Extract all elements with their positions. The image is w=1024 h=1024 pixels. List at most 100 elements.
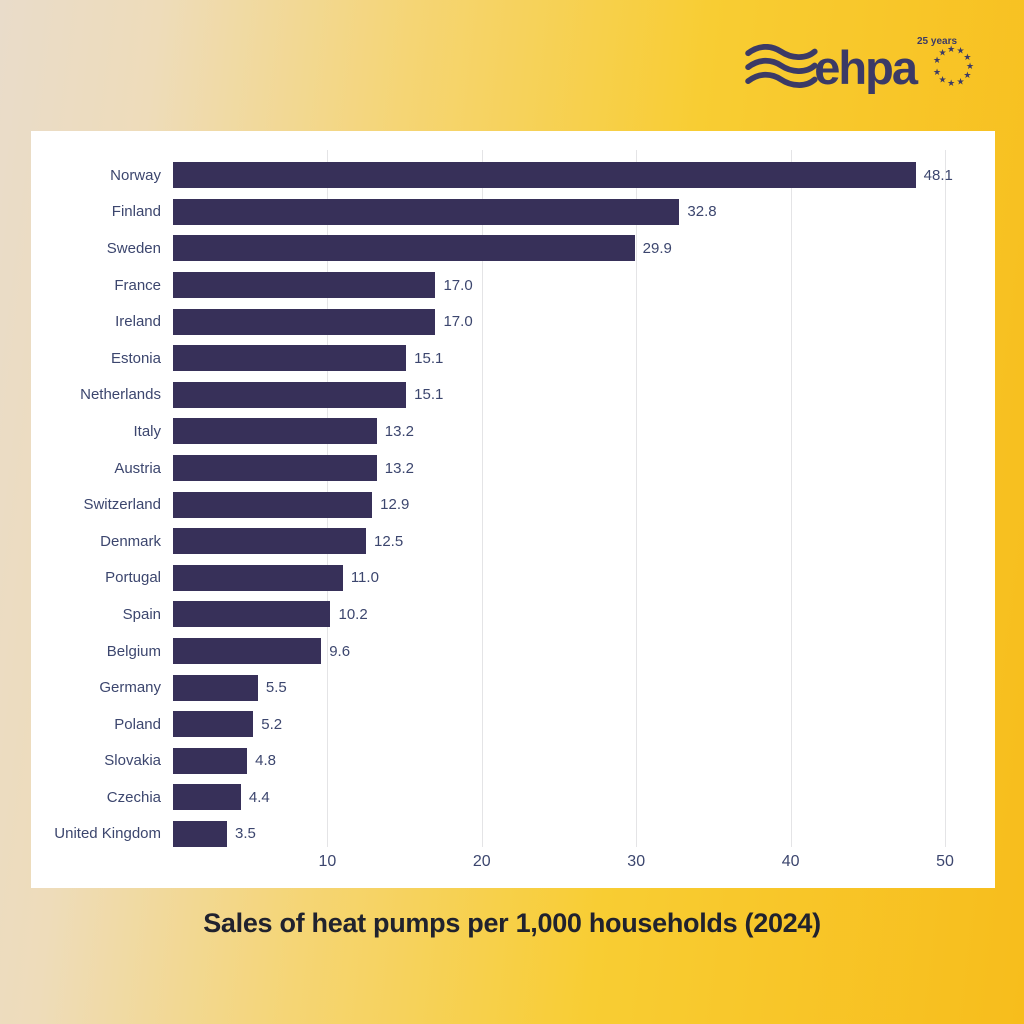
value-label: 11.0 — [350, 569, 379, 587]
star-icon: ★ — [933, 56, 941, 66]
chart-card: Norway 48.1 Finland 32.8 Sweden 29.9 France 17.… — [31, 131, 995, 888]
bar — [173, 711, 254, 738]
bar — [173, 784, 241, 811]
value-label: 5.2 — [261, 715, 283, 733]
value-label: 12.9 — [380, 496, 410, 514]
star-icon: ★ — [947, 45, 955, 55]
value-label: 17.0 — [443, 276, 473, 294]
bar — [173, 820, 228, 847]
stars-circle-icon: 25 years ★ ★ ★ ★ ★ ★ ★ ★ ★ ★ ★ — [916, 30, 978, 99]
category-label: Finland — [111, 203, 161, 221]
bar-track: 48.1 — [173, 162, 987, 189]
category-label: Netherlands — [80, 386, 161, 404]
star-icon: ★ — [938, 49, 946, 59]
category-label: Norway — [110, 166, 161, 184]
bar-track: 15.1 — [173, 345, 987, 372]
waves-icon — [744, 43, 818, 97]
category-label: United Kingdom — [54, 825, 161, 843]
bar-track: 10.2 — [173, 601, 987, 628]
bar-track: 12.9 — [173, 491, 987, 518]
x-tick-label-50: 50 — [936, 853, 954, 870]
bar-row: Sweden 29.9 — [43, 230, 987, 267]
category-label: France — [114, 276, 161, 294]
category-label: Ireland — [115, 313, 161, 331]
value-label: 4.4 — [248, 788, 270, 806]
bar-chart: Norway 48.1 Finland 32.8 Sweden 29.9 France 17.… — [31, 131, 995, 888]
gridline-30 — [636, 150, 638, 847]
value-label: 13.2 — [384, 422, 414, 440]
category-label: Poland — [114, 715, 161, 733]
category-label: Spain — [122, 605, 161, 623]
star-icon: ★ — [956, 47, 964, 57]
bar-row: United Kingdom 3.5 — [43, 816, 987, 853]
value-label: 13.2 — [384, 459, 414, 477]
value-label: 12.5 — [374, 532, 404, 550]
category-label: Slovakia — [104, 752, 161, 770]
bar — [173, 308, 436, 335]
anniversary-label: 25 years — [917, 36, 957, 47]
category-label: Belgium — [106, 642, 161, 660]
star-icon: ★ — [966, 62, 974, 72]
star-icon: ★ — [947, 79, 955, 89]
x-tick-label-30: 30 — [627, 853, 646, 870]
value-label: 17.0 — [443, 313, 473, 331]
bar-row: Spain 10.2 — [43, 596, 987, 633]
bar — [173, 345, 407, 372]
bar — [173, 381, 407, 408]
bar — [173, 272, 436, 299]
bar-track: 3.5 — [173, 820, 987, 847]
star-icon: ★ — [963, 53, 971, 63]
bar-track: 4.4 — [173, 784, 987, 811]
category-label: Denmark — [100, 532, 161, 550]
value-label: 3.5 — [235, 825, 256, 843]
bar-row: Estonia 15.1 — [43, 340, 987, 377]
bar — [173, 528, 366, 555]
bar-track: 5.5 — [173, 674, 987, 701]
value-label: 32.8 — [687, 203, 717, 221]
bar-row: Slovakia 4.8 — [43, 743, 987, 780]
bar — [173, 674, 258, 701]
bar-row: Czechia 4.4 — [43, 779, 987, 816]
bar-track: 32.8 — [173, 198, 987, 225]
category-label: Italy — [133, 422, 161, 440]
bar-row: Netherlands 15.1 — [43, 377, 987, 414]
category-label: Sweden — [106, 239, 161, 257]
bar-row: Belgium 9.6 — [43, 633, 987, 670]
bar-row: Portugal 11.0 — [43, 560, 987, 597]
category-label: Austria — [114, 459, 161, 477]
category-label: Switzerland — [83, 496, 161, 514]
bar — [173, 747, 248, 774]
bar-row: Austria 13.2 — [43, 450, 987, 487]
bar — [173, 455, 377, 482]
category-label: Czechia — [106, 788, 161, 806]
gridline-40 — [790, 150, 792, 847]
bar-row: Denmark 12.5 — [43, 523, 987, 560]
bar — [173, 162, 916, 189]
bar — [173, 564, 343, 591]
value-label: 15.1 — [414, 386, 444, 404]
bar-row: Italy 13.2 — [43, 413, 987, 450]
bar-track: 17.0 — [173, 308, 987, 335]
bar — [173, 198, 680, 225]
bar-track: 11.0 — [173, 564, 987, 591]
bar-row: Ireland 17.0 — [43, 303, 987, 340]
bar-track: 5.2 — [173, 711, 987, 738]
bar-track: 13.2 — [173, 455, 987, 482]
star-icon: ★ — [956, 77, 964, 87]
bar-track: 15.1 — [173, 381, 987, 408]
value-label: 29.9 — [642, 239, 672, 257]
x-tick-label-20: 20 — [472, 853, 491, 870]
bar-rows: Norway 48.1 Finland 32.8 Sweden 29.9 France 17.… — [43, 157, 987, 852]
bar-track: 13.2 — [173, 418, 987, 445]
x-axis-ticks: 10 20 30 40 50 — [173, 853, 985, 877]
bar — [173, 418, 377, 445]
bar-track: 17.0 — [173, 272, 987, 299]
bar — [173, 235, 635, 262]
gridline-20 — [481, 150, 483, 847]
value-label: 9.6 — [329, 642, 351, 660]
bar-track: 29.9 — [173, 235, 987, 262]
bar-row: Norway 48.1 — [43, 157, 987, 194]
bar-row: Germany 5.5 — [43, 669, 987, 706]
ehpa-wordmark: ehpa — [814, 41, 918, 94]
